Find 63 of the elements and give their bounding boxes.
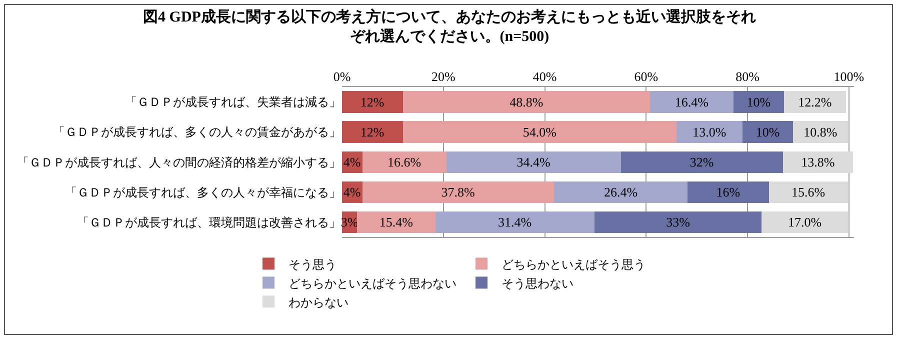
bar [402,91,650,113]
bar [783,151,853,173]
y-tick-label: 「ＧＤＰが成長すれば、失業者は減る」 [125,95,341,110]
data-label: 17.0% [788,214,822,230]
data-label: 16% [716,184,740,200]
data-label: 15.4% [379,214,414,230]
data-label: 54.0% [522,124,557,140]
data-label: 10.8% [804,124,838,140]
data-label: 4% [343,154,361,170]
data-label: 13.0% [692,124,726,140]
y-tick-label: 「ＧＤＰが成長すれば、多くの人々の賃金があがる」 [53,125,341,140]
data-label: 37.8% [441,184,475,200]
bar [688,181,769,203]
bar [784,91,846,113]
legend-label: どちらかといえばそう思う [502,257,646,272]
bar [762,211,848,233]
data-label: 12% [360,94,384,110]
bar [446,151,621,173]
x-tick-label: 40% [532,68,557,84]
y-tick-label: 「ＧＤＰが成長すれば、多くの人々が幸福になる」 [65,185,341,200]
bar [342,121,403,143]
bar [342,91,403,113]
bar [435,211,594,233]
bar [793,121,848,143]
bar [357,211,436,233]
legend-label: どちらかといえばそう思わない [288,276,456,290]
data-label: 16.6% [387,154,422,170]
bar [742,121,794,143]
legend-label: そう思う [288,257,336,272]
bar [733,91,784,113]
data-label: 31.4% [498,214,532,230]
data-label: 34.4% [516,154,550,170]
data-label: 4% [343,184,361,200]
y-tick-label: 「ＧＤＰが成長すれば、人々の間の経済的格差が縮小する」 [17,155,341,170]
data-label: 48.8% [510,94,544,110]
y-tick-label: 「ＧＤＰが成長すれば、環境問題は改善される」 [77,215,341,230]
data-label: 15.6% [792,184,826,200]
bar [362,181,554,203]
x-tick-label: 20% [431,68,456,84]
data-label: 10% [756,124,780,140]
x-tick-label: 80% [736,68,760,84]
bar [620,151,784,173]
data-label: 32% [690,154,714,170]
data-label: 26.4% [604,184,638,200]
bar [362,151,446,173]
legend-label: わからない [288,295,348,310]
chart-title: 図4 GDP成長に関する以下の考え方について、あなたのお考えにもっとも近い選択肢をそれぞれ選んでください。(n=500) [143,8,756,46]
bar [650,91,734,113]
data-label: 16.4% [674,94,709,110]
data-label: 13.8% [801,154,835,170]
bar [594,211,762,233]
data-label: 12.2% [798,94,832,110]
x-tick-label: 0% [333,68,351,84]
data-label: 33% [666,214,690,230]
bar [554,181,688,203]
x-tick-label: 60% [634,68,658,84]
bar [676,121,742,143]
data-label: 10% [746,94,771,110]
data-label: 12% [360,124,384,140]
x-tick-label: 100% [834,68,864,84]
legend-label: そう思わない [502,276,574,290]
bar [402,121,677,143]
bar [768,181,848,203]
